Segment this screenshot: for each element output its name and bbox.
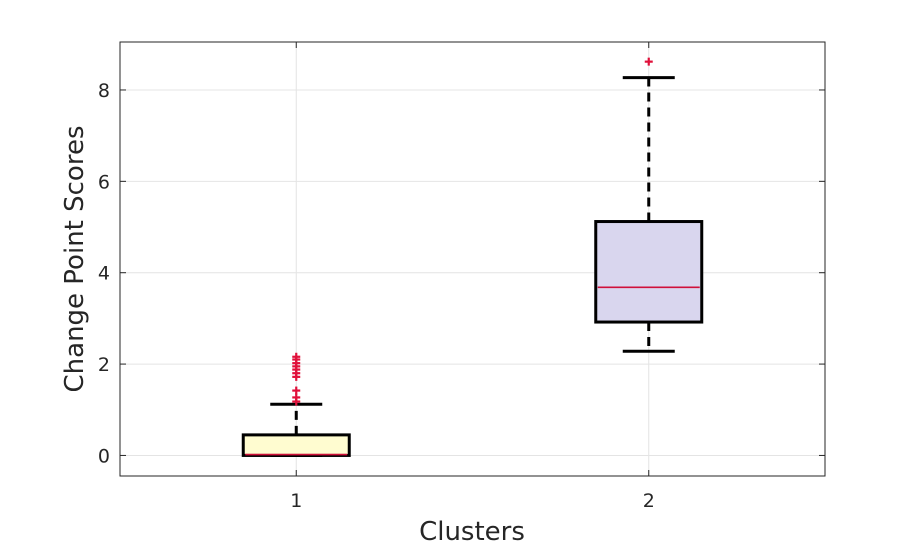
- outlier-marker: [292, 393, 301, 402]
- y-tick-label: 4: [98, 263, 110, 285]
- axes-frame: [119, 41, 826, 477]
- grid: [120, 42, 825, 476]
- box-body: [241, 433, 351, 457]
- box-body: [594, 220, 704, 324]
- box-1: [241, 352, 351, 457]
- outlier-marker: [292, 386, 301, 395]
- x-tick-label: 1: [290, 490, 302, 512]
- ticks: 0 2 4 6 8 1 2: [98, 42, 825, 512]
- y-axis-label: Change Point Scores: [60, 126, 90, 393]
- x-tick-label: 2: [643, 490, 655, 512]
- outlier-marker: [292, 352, 301, 361]
- x-axis-label: Clusters: [419, 517, 525, 547]
- plot-area: [120, 42, 825, 476]
- outlier-marker: [644, 57, 653, 66]
- boxes: [241, 57, 704, 457]
- y-tick-label: 2: [98, 354, 110, 376]
- y-tick-label: 8: [98, 80, 110, 102]
- box-2: [594, 57, 704, 353]
- y-tick-label: 6: [98, 171, 110, 193]
- y-tick-label: 0: [98, 445, 110, 467]
